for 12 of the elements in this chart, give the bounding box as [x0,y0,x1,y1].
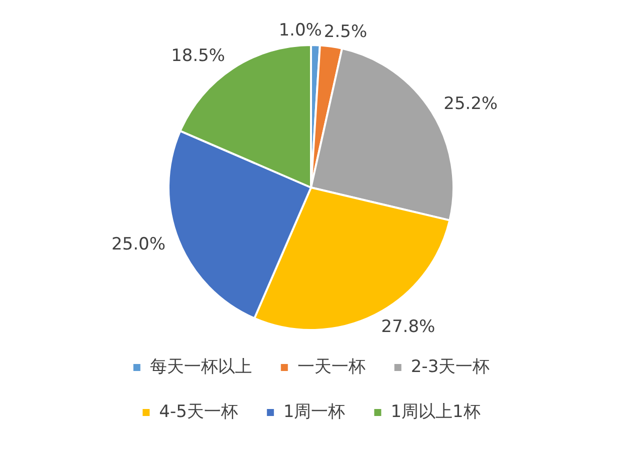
legend-label: 一天一杯 [297,356,366,377]
data-label: 25.0% [111,234,166,255]
legend-label: 2-3天一杯 [410,356,490,377]
legend-label: 1周一杯 [283,402,346,422]
data-label: 2.5% [324,22,368,42]
data-label: 27.8% [381,316,436,337]
legend-label: 4-5天一杯 [159,402,238,422]
data-label: 18.5% [171,46,226,66]
data-label: 25.2% [444,94,498,114]
legend-label: 每天一杯以上 [150,356,252,377]
legend-label: 1周以上1杯 [390,402,480,422]
data-label: 1.0% [278,20,322,40]
